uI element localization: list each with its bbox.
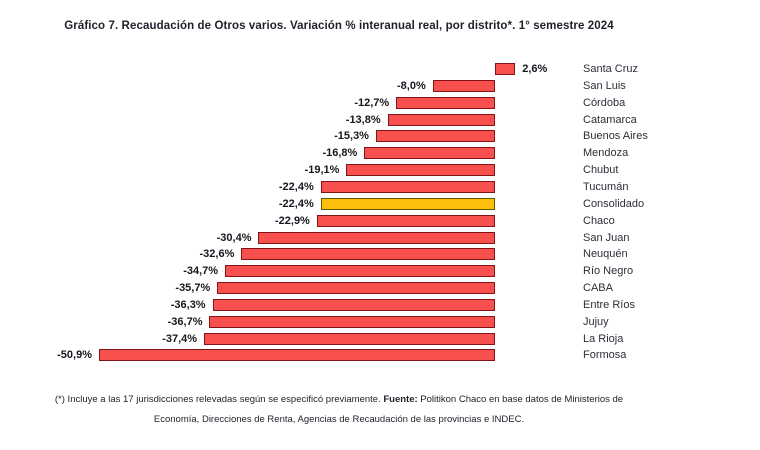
value-label: -50,9%	[57, 349, 92, 362]
bar	[212, 298, 495, 311]
value-label: -34,7%	[183, 265, 219, 278]
chart-row: -36,7% Jujuy	[0, 314, 760, 331]
chart-row: -22,4% Tucumán	[0, 179, 760, 196]
bar	[98, 349, 495, 362]
value-label: -15,3%	[334, 130, 369, 143]
bar	[495, 63, 516, 75]
source-label: Fuente:	[383, 394, 418, 405]
chart-row: -15,3% Buenos Aires	[0, 128, 760, 145]
value-label: -36,7%	[167, 315, 203, 328]
chart-row: -16,8% Mendoza	[0, 145, 760, 162]
bar	[432, 79, 495, 92]
bar	[346, 164, 495, 177]
category-label: Chubut	[583, 164, 619, 177]
category-label: Mendoza	[583, 147, 629, 160]
category-label: Río Negro	[583, 265, 634, 278]
bar	[316, 214, 495, 227]
footnote: (*) Incluye a las 17 jurisdicciones rele…	[0, 390, 678, 430]
footnote-line-2: Economía, Direcciones de Renta, Agencias…	[153, 414, 525, 425]
value-label: -16,8%	[322, 147, 358, 160]
category-label: Neuquén	[583, 248, 628, 261]
bar	[217, 282, 495, 295]
value-label: -36,3%	[170, 298, 206, 311]
value-label: -35,7%	[175, 282, 211, 295]
value-label: -22,4%	[278, 197, 314, 210]
chart-row: -30,4% San Juan	[0, 230, 760, 247]
value-label: -19,1%	[304, 164, 340, 177]
chart-row: -19,1% Chubut	[0, 162, 760, 179]
bar	[320, 180, 495, 193]
value-label: -37,4%	[162, 332, 198, 345]
value-label: -13,8%	[345, 113, 381, 126]
bar	[364, 147, 495, 160]
category-label: Entre Ríos	[583, 298, 635, 311]
chart-row: -32,6% Neuquén	[0, 246, 760, 263]
bar	[225, 265, 495, 278]
footnote-text: (*) Incluye a las 17 jurisdicciones rele…	[54, 394, 384, 405]
chart-row: 2,6% Santa Cruz	[0, 61, 760, 78]
chart-row: -22,4% Consolidado	[0, 196, 760, 213]
bar-chart: 2,6% Santa Cruz -8,0% San Luis -12,7% Córdoba…	[0, 61, 760, 366]
category-label: San Luis	[583, 79, 626, 92]
category-label: Chaco	[583, 214, 615, 227]
category-label: Consolidado	[583, 197, 645, 210]
source-text: Politikon Chaco en base datos de Ministe…	[417, 394, 624, 405]
category-label: Formosa	[583, 349, 627, 362]
value-label: -30,4%	[216, 231, 252, 244]
chart-row: -34,7% Río Negro	[0, 263, 760, 280]
chart-row: -13,8% Catamarca	[0, 112, 760, 129]
chart-row: -50,9% Formosa	[0, 347, 760, 364]
category-label: CABA	[583, 282, 613, 295]
value-label: 2,6%	[522, 63, 548, 75]
value-label: -32,6%	[199, 248, 235, 261]
value-label: -22,4%	[278, 180, 314, 193]
bar	[204, 332, 495, 345]
chart-row: -12,7% Córdoba	[0, 95, 760, 112]
category-label: San Juan	[583, 231, 630, 244]
bar	[396, 96, 495, 109]
category-label: Santa Cruz	[583, 63, 639, 75]
category-label: Buenos Aires	[583, 130, 648, 143]
chart-row: -8,0% San Luis	[0, 78, 760, 95]
category-label: La Rioja	[583, 332, 624, 345]
chart-row: -36,3% Entre Ríos	[0, 297, 760, 314]
bar	[209, 315, 495, 328]
chart-title: Gráfico 7. Recaudación de Otros varios. …	[64, 20, 614, 32]
category-label: Córdoba	[583, 96, 626, 109]
bar	[387, 113, 495, 126]
category-label: Catamarca	[583, 113, 637, 126]
value-label: -8,0%	[397, 79, 426, 92]
chart-row: -22,9% Chaco	[0, 213, 760, 230]
category-label: Jujuy	[583, 315, 609, 328]
bar	[375, 130, 495, 143]
chart-row: -37,4% La Rioja	[0, 331, 760, 348]
value-label: -22,9%	[274, 214, 310, 227]
bar	[241, 248, 495, 261]
value-label: -12,7%	[354, 96, 390, 109]
bar-highlight	[320, 197, 495, 210]
chart-row: -35,7% CABA	[0, 280, 760, 297]
footnote-line-1: (*) Incluye a las 17 jurisdicciones rele…	[0, 390, 678, 410]
category-label: Tucumán	[583, 180, 629, 193]
bar	[258, 231, 495, 244]
